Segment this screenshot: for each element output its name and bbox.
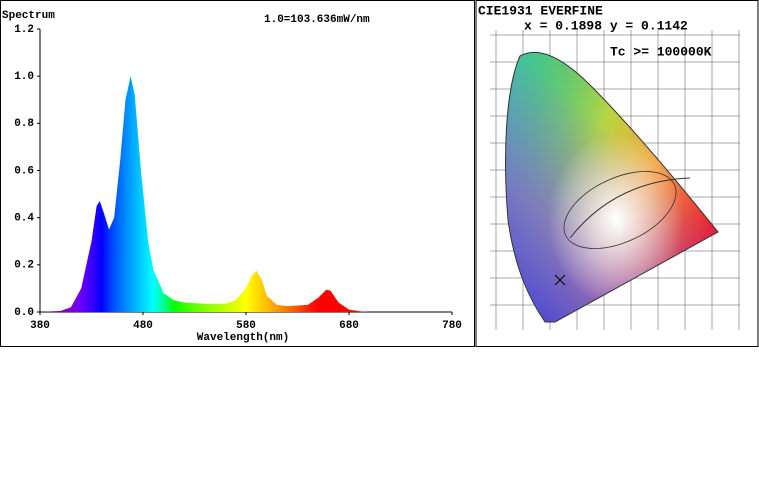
chart-title: Spectrum	[2, 10, 55, 22]
annotation: 1.0=103.636mW/nm	[264, 14, 370, 26]
x-axis-label: Wavelength(nm)	[197, 332, 289, 344]
cie-tc: Tc >= 100000K	[610, 44, 712, 59]
x-tick-label: 380	[30, 320, 50, 332]
y-tick-label: 0.0	[14, 307, 34, 319]
planckian-ellipse	[563, 171, 677, 249]
x-tick-label: 780	[442, 320, 462, 332]
planckian-locus	[569, 177, 691, 239]
y-tick-label: 0.2	[14, 260, 34, 272]
point-marker	[554, 274, 566, 286]
x-tick-label: 480	[133, 320, 153, 332]
spectrum-area	[40, 76, 452, 313]
cie-panel: CIE1931 EVERFINE x = 0.1898 y = 0.1142 T…	[475, 0, 759, 347]
x-tick-label: 680	[339, 320, 359, 332]
spectrum-frame	[0, 0, 475, 347]
cie-title: CIE1931 EVERFINE	[478, 3, 603, 18]
y-tick-label: 1.2	[14, 24, 34, 36]
y-tick-label: 1.0	[14, 71, 34, 83]
cie-coordinates: x = 0.1898 y = 0.1142	[524, 18, 688, 33]
y-tick-label: 0.8	[14, 118, 34, 130]
cie-locus-white	[505, 51, 719, 323]
y-tick-label: 0.4	[14, 213, 34, 225]
y-tick-label: 0.6	[14, 165, 34, 177]
x-tick-label: 580	[236, 320, 256, 332]
